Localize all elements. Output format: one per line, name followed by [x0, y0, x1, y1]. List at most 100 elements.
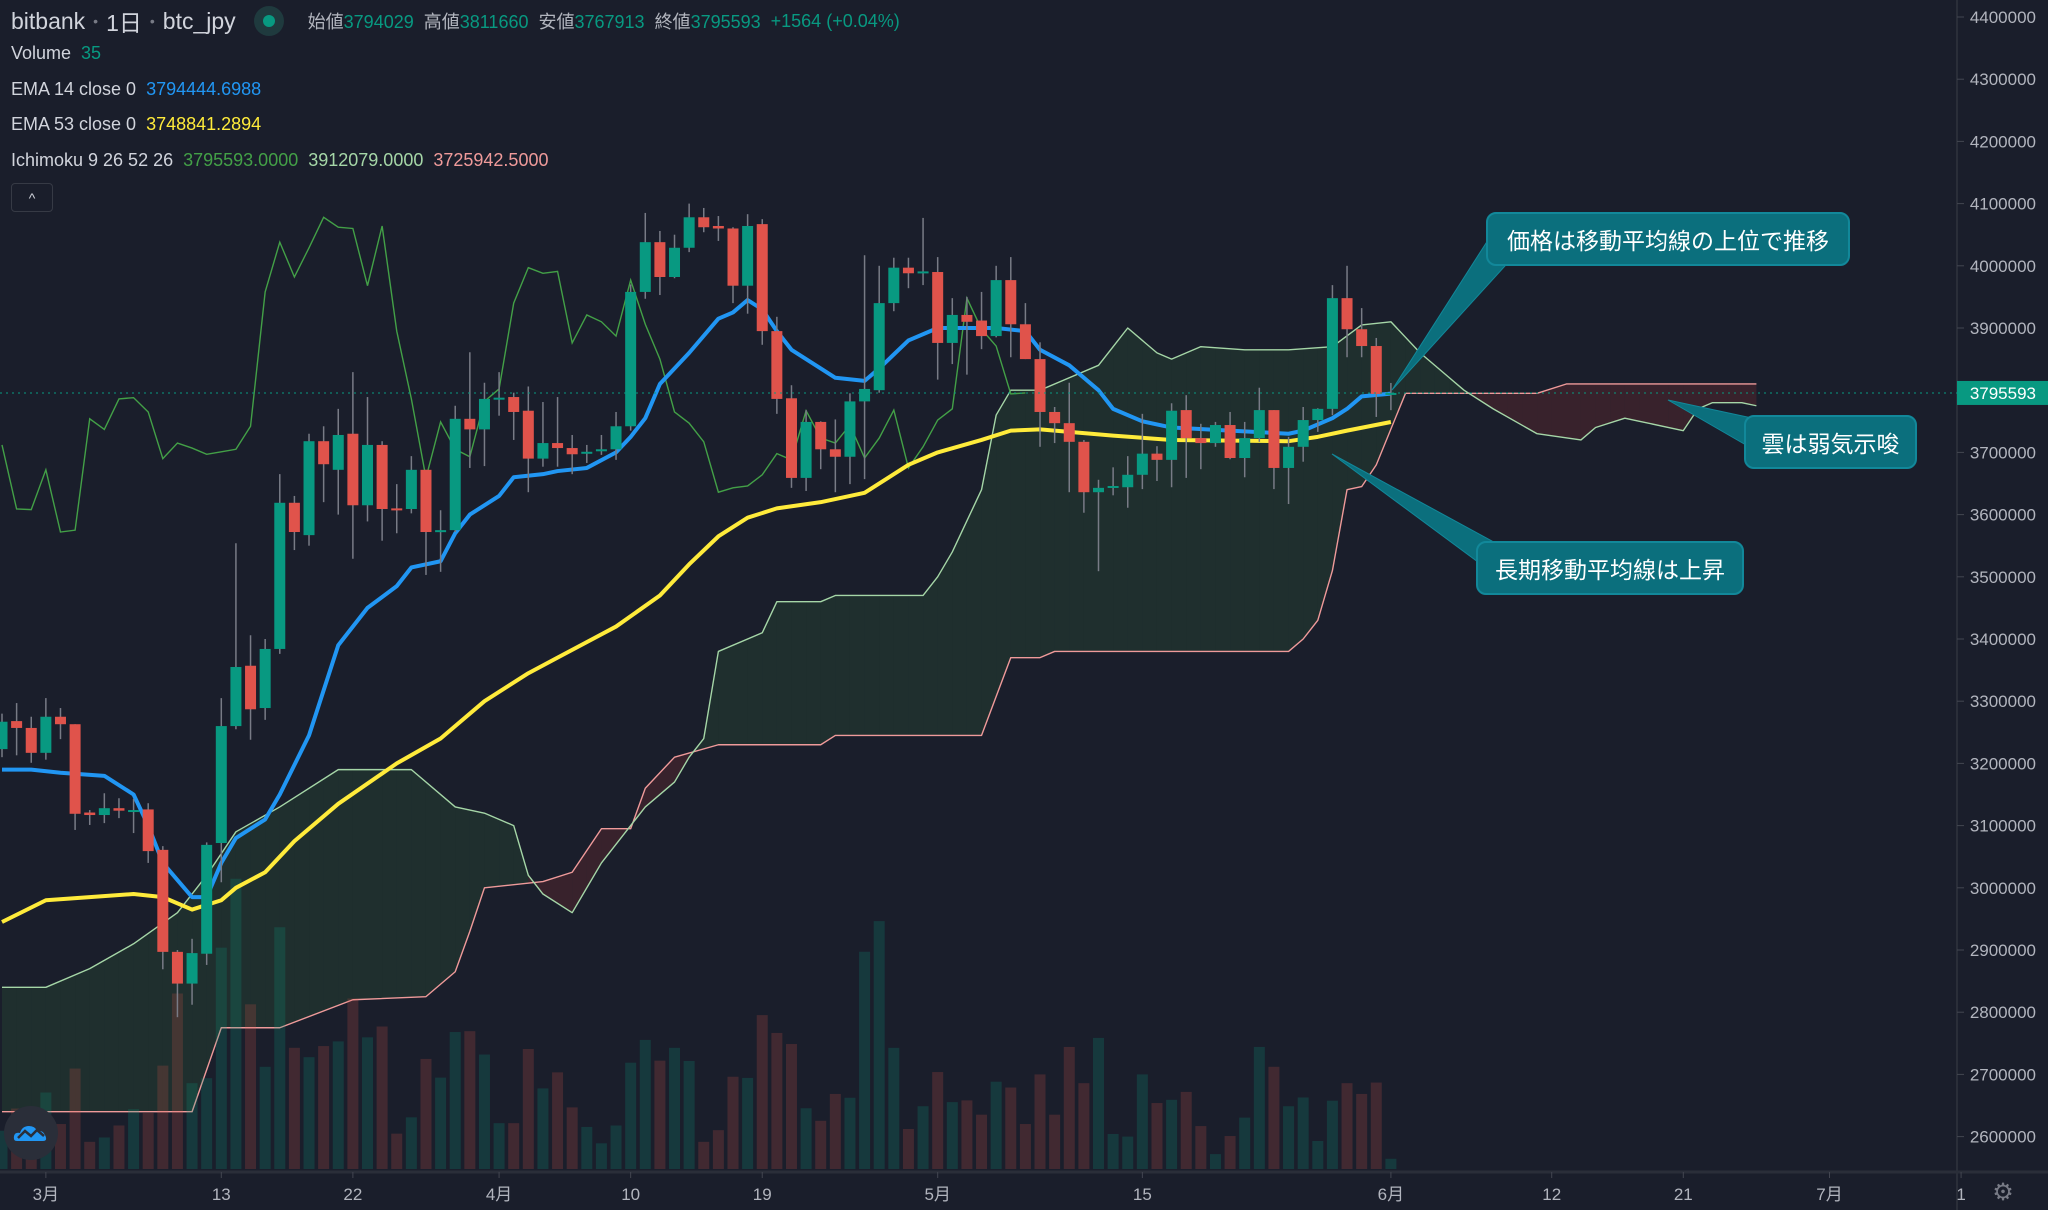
- cloud-segment: [1069, 371, 1084, 652]
- price-tick-label: 3300000: [1970, 692, 2036, 711]
- candle: [98, 793, 110, 824]
- candle-body: [1180, 410, 1192, 439]
- cloud-segment: [1624, 383, 1640, 422]
- volume-bar: [873, 921, 885, 1169]
- cloud-segment: [820, 595, 836, 745]
- time-tick-label: 10: [621, 1185, 640, 1204]
- candle: [698, 207, 710, 233]
- candle-body: [581, 451, 593, 454]
- candle-body: [69, 724, 81, 814]
- ema53-legend[interactable]: EMA 53 close 0 3748841.2894: [11, 114, 261, 135]
- candle: [785, 385, 797, 488]
- volume-bar: [478, 1054, 490, 1169]
- volume-bar: [1166, 1099, 1178, 1169]
- cloud-segment: [1493, 393, 1508, 418]
- cloud-segment: [396, 769, 412, 998]
- candle: [902, 257, 914, 289]
- ema14-legend[interactable]: EMA 14 close 0 3794444.6988: [11, 79, 261, 100]
- close-value: 終値3795593: [654, 12, 761, 32]
- volume-bar: [347, 998, 359, 1169]
- volume-bar: [1253, 1046, 1265, 1169]
- candle-body: [873, 303, 885, 391]
- candle: [1151, 446, 1163, 482]
- candle: [347, 372, 359, 559]
- time-tick-label: 13: [212, 1185, 231, 1204]
- candle-body: [245, 665, 257, 710]
- cloud-segment: [1215, 347, 1231, 652]
- candle-body: [54, 716, 66, 725]
- cloud-segment: [75, 968, 90, 1112]
- cloud-segment: [1113, 328, 1128, 652]
- volume-bar: [712, 1130, 724, 1169]
- candle-body: [990, 280, 1002, 337]
- symbol-name[interactable]: btc_jpy: [162, 7, 236, 34]
- settings-gear-icon[interactable]: ⚙: [1992, 1179, 2014, 1206]
- brand-logo[interactable]: [4, 1106, 58, 1160]
- cloud-segment: [1566, 383, 1581, 440]
- candle: [683, 203, 695, 253]
- cloud-segment: [455, 806, 470, 972]
- collapse-legend-button[interactable]: ^: [11, 183, 53, 212]
- cloud-segment: [1200, 346, 1216, 652]
- cloud-segment: [352, 769, 368, 1000]
- candle: [11, 703, 23, 756]
- candle: [712, 216, 724, 241]
- exchange-name[interactable]: bitbank: [11, 7, 86, 34]
- candle: [1224, 411, 1236, 460]
- cloud-segment: [1610, 383, 1625, 423]
- candle-body: [1370, 346, 1382, 394]
- candle: [829, 419, 841, 493]
- interval[interactable]: 1日: [106, 10, 142, 36]
- candle: [186, 938, 198, 1005]
- volume-bar: [990, 1081, 1002, 1169]
- volume-bar: [0, 1130, 8, 1169]
- candle: [332, 408, 344, 515]
- time-tick-label: 7月: [1816, 1185, 1842, 1204]
- ichimoku-span-a-value: 3912079.0000: [308, 150, 424, 170]
- volume-bar: [698, 1141, 710, 1169]
- candle-body: [1078, 441, 1090, 493]
- volume-bar: [800, 1108, 812, 1169]
- candle-body: [669, 247, 681, 277]
- volume-bar: [654, 1060, 666, 1169]
- candle-body: [639, 242, 651, 292]
- cloud-segment: [557, 872, 573, 913]
- cloud-segment: [645, 772, 660, 807]
- separator-dot: •: [149, 13, 155, 29]
- cloud-segment: [1303, 347, 1318, 639]
- callout-text: 価格は移動平均線の上位で推移: [1507, 228, 1829, 254]
- candle-body: [917, 271, 929, 274]
- candle-body: [186, 953, 198, 984]
- candle: [1253, 387, 1265, 442]
- ichimoku-legend[interactable]: Ichimoku 9 26 52 26 3795593.0000 3912079…: [11, 150, 548, 171]
- candle: [1195, 423, 1207, 470]
- callout-long-ma-rising[interactable]: 長期移動平均線は上昇: [1476, 541, 1744, 595]
- cloud-segment: [1083, 365, 1099, 652]
- candle: [1180, 395, 1192, 478]
- time-tick-label: 3月: [33, 1185, 59, 1204]
- candle: [449, 405, 461, 533]
- candle: [1136, 413, 1148, 490]
- candle: [844, 393, 856, 485]
- time-tick-label: 12: [1542, 1185, 1561, 1204]
- cloud-segment: [1668, 383, 1684, 431]
- cloud-segment: [835, 595, 850, 736]
- cloud-segment: [16, 987, 32, 1112]
- time-tick-label: 5月: [924, 1185, 950, 1204]
- candle-body: [332, 434, 344, 470]
- volume-bar: [888, 1047, 900, 1169]
- candle: [25, 716, 37, 763]
- volume-bar: [157, 1065, 169, 1169]
- volume-bar: [1312, 1140, 1324, 1169]
- candle: [742, 214, 754, 314]
- candle-body: [961, 314, 973, 322]
- callout-cloud-bearish[interactable]: 雲は弱気示唆: [1744, 415, 1917, 469]
- candle: [1268, 410, 1280, 490]
- candle: [478, 382, 490, 467]
- cloud-segment: [104, 952, 119, 1112]
- callout-price-above-ma[interactable]: 価格は移動平均線の上位で推移: [1486, 212, 1850, 266]
- candle: [362, 397, 373, 522]
- volume-legend[interactable]: Volume 35: [11, 43, 101, 64]
